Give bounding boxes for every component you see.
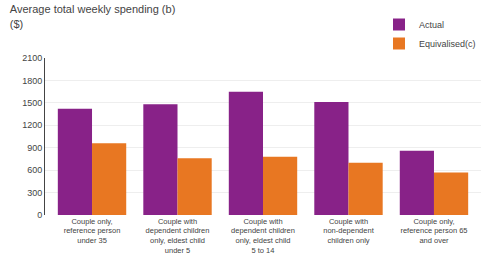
svg-text:300: 300 [27,188,42,198]
svg-text:1500: 1500 [22,98,42,108]
svg-text:Equivalised(c): Equivalised(c) [419,39,476,49]
svg-text:Average total weekly spending: Average total weekly spending (b)($) [10,3,176,29]
svg-text:Couple withdependent childreno: Couple withdependent childrenonly, eldes… [146,217,210,255]
svg-text:Couple withdependent childreno: Couple withdependent childrenonly, eldes… [231,217,295,255]
svg-text:1200: 1200 [22,120,42,130]
svg-text:Couple only,reference personun: Couple only,reference personunder 35 [64,217,121,246]
svg-text:Couple withnon-dependentchildr: Couple withnon-dependentchildren only [323,217,374,246]
svg-text:900: 900 [27,143,42,153]
svg-text:0: 0 [37,210,42,220]
svg-text:Couple only,reference person 6: Couple only,reference person 65and over [400,217,467,246]
svg-text:Actual: Actual [419,20,444,30]
svg-text:600: 600 [27,165,42,175]
svg-text:1800: 1800 [22,76,42,86]
svg-text:2100: 2100 [22,53,42,63]
